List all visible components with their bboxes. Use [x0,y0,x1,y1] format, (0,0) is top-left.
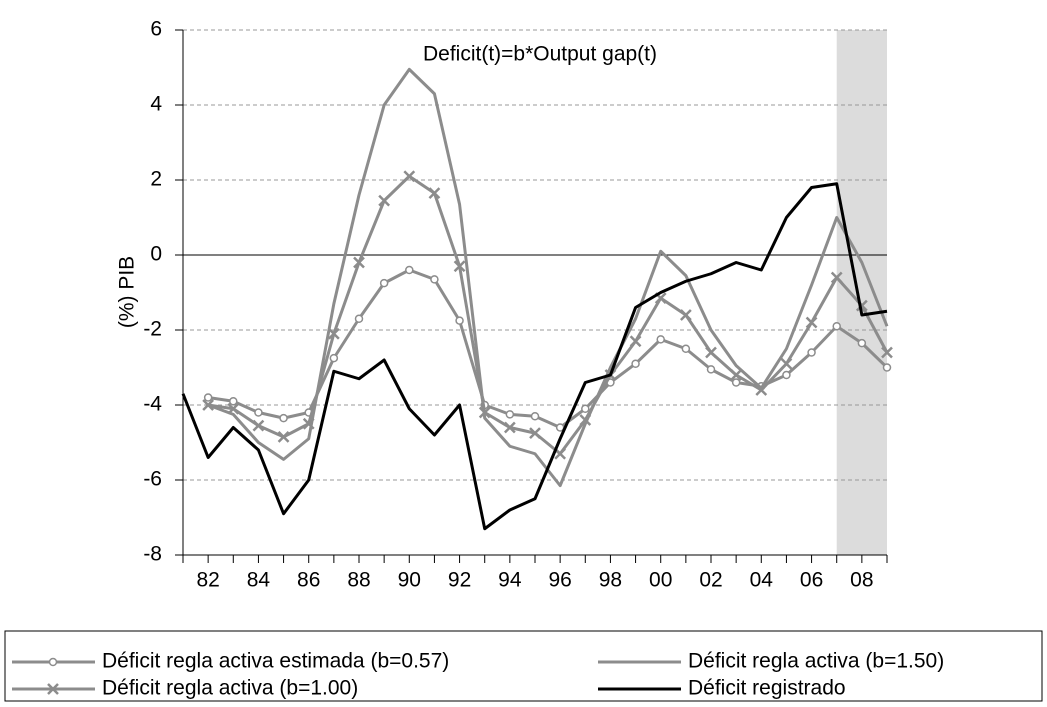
x-tick-label: 82 [196,569,219,592]
point [629,335,642,348]
point [530,412,540,421]
point [327,327,340,340]
point [252,419,265,432]
point [229,397,238,406]
point [379,278,389,288]
point [353,256,365,269]
point [453,260,466,273]
x-tick-label: 92 [448,569,471,592]
point [780,357,793,370]
legend-box [4,630,1043,702]
legend-marker [48,657,58,667]
legend-label: Déficit regla activa (b=1.50) [688,650,944,673]
y-tick-label: 4 [150,93,162,116]
annotation: Deficit(t)=b*Output gap(t) [423,43,657,66]
point [329,353,339,363]
x-tick-label: 08 [850,569,873,592]
y-tick-label: 6 [150,18,162,41]
point [203,393,213,402]
point [581,404,590,413]
point [881,346,893,359]
point [428,187,441,200]
point [354,314,364,323]
point [631,359,640,368]
point [430,275,439,284]
shaded-region [836,30,887,555]
point [705,346,717,359]
y-tick-label: -8 [143,543,162,566]
point [405,265,414,275]
point [656,335,665,344]
x-tick-label: 90 [398,569,421,592]
point [277,430,290,443]
point [505,410,515,419]
point [805,316,818,329]
point [782,370,791,380]
x-tick-label: 04 [750,569,774,592]
x-tick-label: 94 [498,569,522,592]
point [679,309,692,321]
x-tick-label: 98 [599,569,622,592]
x-tick-label: 02 [699,569,722,592]
y-tick-label: -4 [143,393,162,416]
y-tick-label: 0 [150,243,162,266]
point [403,170,416,183]
legend-label: Déficit registrado [688,677,846,700]
point [832,322,841,331]
point [706,365,716,374]
x-tick-label: 86 [297,569,320,592]
legend-label: Déficit regla activa (b=1.00) [102,677,358,700]
point [681,344,691,353]
series-line [181,182,888,531]
point [529,427,541,440]
y-tick-label: 2 [150,168,162,191]
point [807,348,816,357]
x-tick-label: 00 [649,569,672,592]
y-tick-label: -6 [143,468,162,491]
x-tick-label: 96 [548,569,571,592]
x-tick-label: 06 [800,569,823,592]
point [378,194,391,207]
point [830,271,843,284]
point [279,413,288,423]
point [503,421,516,434]
y-axis-label: (%) PIB [116,256,139,328]
point [455,316,464,325]
y-tick-label: -2 [143,318,162,341]
point [730,369,743,381]
point [731,378,741,387]
series-line [207,268,889,429]
point [254,408,263,417]
x-tick-label: 88 [347,569,370,592]
legend-marker [47,683,59,695]
legend-label: Déficit regla activa estimada (b=0.57) [102,650,449,673]
point [882,363,892,372]
x-tick-label: 84 [247,569,271,592]
point [857,338,867,348]
